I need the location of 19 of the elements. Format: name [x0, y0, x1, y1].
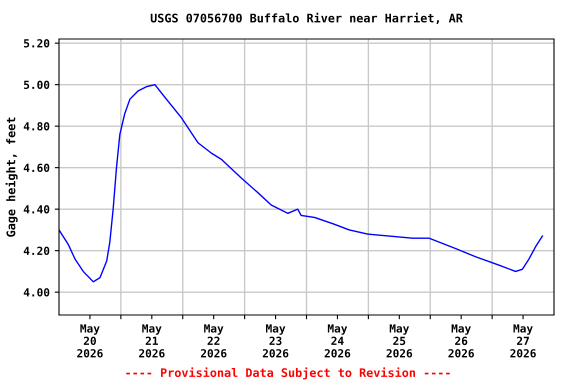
x-tick-label: May 24 2026 [324, 324, 350, 358]
x-tick-label: May 21 2026 [139, 324, 165, 358]
y-tick-label: 4.80 [24, 122, 50, 131]
x-tick-label: May 26 2026 [448, 324, 474, 358]
text: ---- Provisional Data Subject to Revision ---- [126, 367, 450, 380]
y-tick-label: 5.20 [24, 39, 50, 48]
x-tick-label: May 23 2026 [262, 324, 288, 358]
y-tick-label: 4.40 [24, 205, 50, 214]
y-tick-label: 5.00 [24, 80, 50, 90]
y-tick-label: 4.60 [24, 164, 50, 172]
y-tick-label: 4.00 [24, 288, 50, 297]
y-tick-label: 4.20 [24, 246, 50, 256]
line-series [59, 84, 544, 282]
x-tick-label: May 27 2026 [510, 324, 536, 358]
x-tick-label: May 20 2026 [77, 324, 103, 358]
x-tick-label: May 25 2026 [386, 324, 412, 358]
chart-title: USGS 07056700 Buffalo River near Harriet, AR [150, 12, 463, 24]
x-tick-label: May 22 2026 [200, 324, 226, 358]
y-axis-title: Gage height, feet [6, 118, 18, 237]
